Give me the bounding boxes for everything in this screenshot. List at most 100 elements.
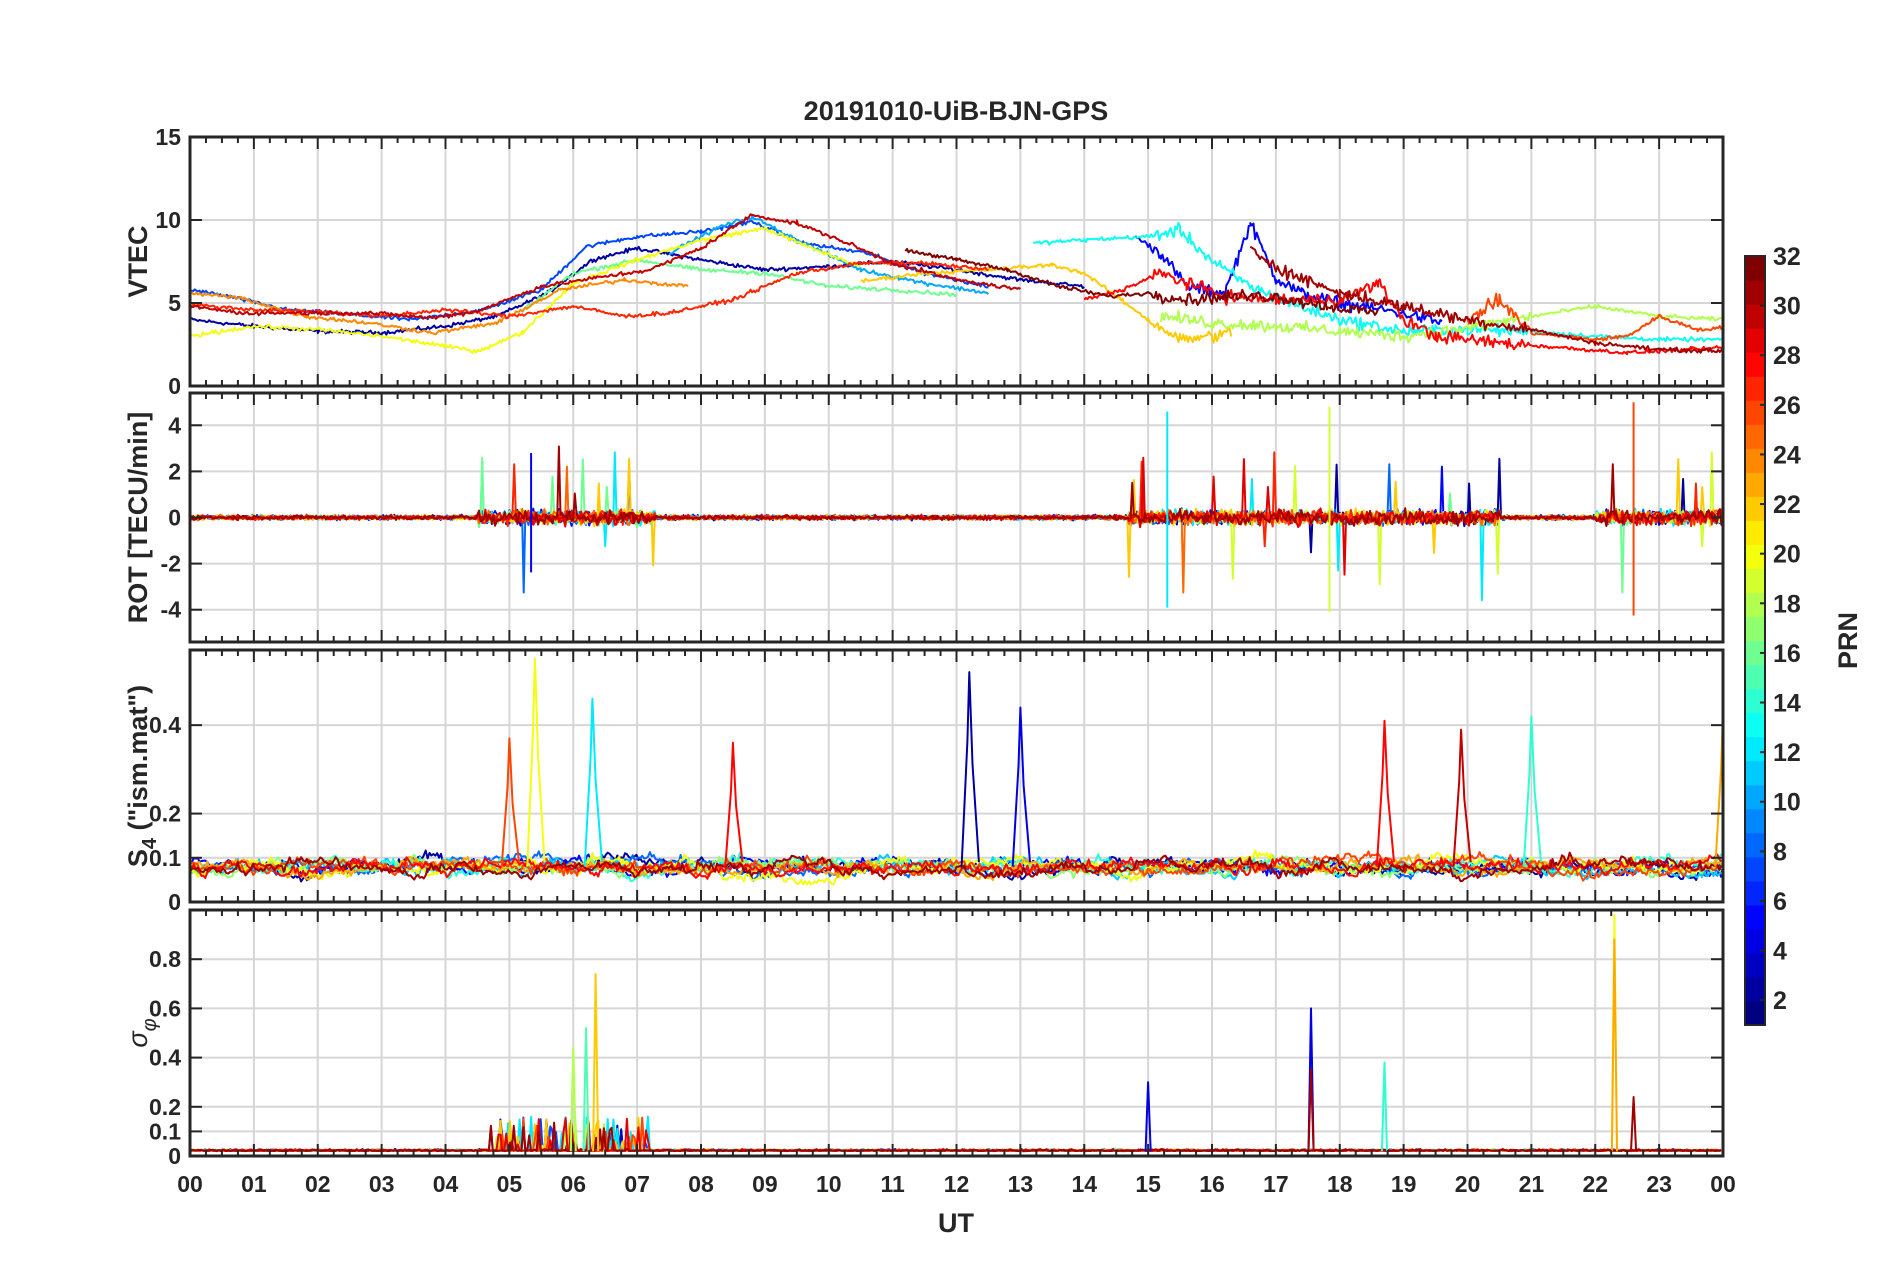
vtec-prn-13 <box>1032 221 1723 343</box>
colorbar-segment <box>1745 760 1765 786</box>
colorbar-segment <box>1745 712 1765 738</box>
colorbar-tick-label: 16 <box>1773 640 1801 668</box>
sigma-peak <box>569 1046 577 1152</box>
colorbar-segment <box>1745 784 1765 810</box>
sigma-peak <box>582 1027 590 1152</box>
y-tick-label: 0 <box>168 1143 181 1169</box>
sigma-peak <box>1610 938 1618 1152</box>
s4-peak <box>526 657 546 867</box>
s4-peak <box>1452 728 1472 867</box>
colorbar-segment <box>1745 424 1765 449</box>
x-tick-label: 16 <box>1199 1171 1225 1197</box>
panel-3: 00.10.20.4S4 ("ism.mat") <box>123 648 1725 915</box>
colorbar-tick-label: 12 <box>1773 739 1801 767</box>
y-axis-label: VTEC <box>123 225 153 297</box>
y-axis-label-sub: 4 <box>139 837 161 849</box>
s4-prn-26 <box>190 850 1722 882</box>
y-tick-label: 10 <box>155 207 181 233</box>
colorbar-segment <box>1745 856 1765 882</box>
x-tick-label: 00 <box>177 1171 203 1197</box>
vtec-prn-24 <box>190 276 689 336</box>
colorbar-segment <box>1745 328 1765 353</box>
vtec-prn-31 <box>1249 245 1723 354</box>
colorbar-segment <box>1745 832 1765 858</box>
sigma-peak <box>1144 1081 1152 1152</box>
colorbar-tick-label: 20 <box>1773 541 1801 569</box>
vtec-prn-2 <box>190 245 1085 337</box>
colorbar-box <box>1744 255 1766 1026</box>
rot-prn-31 <box>190 445 1723 527</box>
ticks <box>189 910 1724 1157</box>
vtec-prn-20 <box>190 226 862 354</box>
x-tick-label: 19 <box>1391 1171 1417 1197</box>
y-tick-label: 0 <box>168 373 181 399</box>
data-series <box>190 213 1723 356</box>
sigma-peak <box>1380 1061 1388 1152</box>
y-tick-label: -4 <box>161 597 182 623</box>
colorbar-segment <box>1745 568 1765 594</box>
x-tick-label: 17 <box>1263 1171 1289 1197</box>
x-tick-label: 10 <box>816 1171 842 1197</box>
s4-peak <box>1375 719 1395 867</box>
colorbar-segment <box>1745 1000 1765 1026</box>
y-tick-label: 15 <box>155 124 181 150</box>
colorbar-tick-label: 6 <box>1773 888 1787 916</box>
colorbar-tick-label: 8 <box>1773 838 1787 866</box>
colorbar-segment <box>1745 640 1765 666</box>
x-tick-label: 00 <box>1710 1171 1736 1197</box>
colorbar-tick-label: 32 <box>1773 243 1801 271</box>
y-tick-label: 0.4 <box>149 1045 181 1071</box>
x-tick-label: 23 <box>1646 1171 1672 1197</box>
colorbar-segment <box>1745 592 1765 618</box>
vtec-prn-16 <box>521 258 958 314</box>
s4-peak <box>724 741 744 867</box>
colorbar-segment <box>1745 880 1765 906</box>
x-tick-label: 02 <box>305 1171 331 1197</box>
x-tick-label: 08 <box>688 1171 714 1197</box>
colorbar-segment <box>1745 928 1765 954</box>
x-tick-label: 04 <box>433 1171 459 1197</box>
x-tick-label: 13 <box>1008 1171 1034 1197</box>
x-axis-label: UT <box>938 1208 974 1238</box>
colorbar-tick-label: 2 <box>1773 987 1787 1015</box>
colorbar-segment <box>1745 304 1765 329</box>
colorbar-segment <box>1745 976 1765 1002</box>
y-tick-label: 0.8 <box>149 946 181 972</box>
colorbar-segment <box>1745 496 1765 521</box>
colorbar-segment <box>1745 544 1765 570</box>
x-tick-label: 22 <box>1582 1171 1608 1197</box>
y-tick-label: 0.1 <box>149 1118 181 1144</box>
y-tick-label: 0.2 <box>149 1094 181 1120</box>
panel-1: 0 5 10 15 VTEC <box>123 124 1725 399</box>
x-tick-label: 03 <box>369 1171 395 1197</box>
y-axis-label-rest: ("ism.mat") <box>123 685 153 838</box>
x-tick-label: 05 <box>497 1171 523 1197</box>
s4-prn-28 <box>190 853 1722 880</box>
s4-peak <box>960 671 980 867</box>
ticks <box>189 650 1724 903</box>
y-tick-label: 0.4 <box>149 712 181 738</box>
colorbar-segment <box>1745 256 1765 281</box>
vtec-prn-32 <box>904 247 1380 316</box>
s4-peak <box>583 697 603 867</box>
colorbar-tick-label: 18 <box>1773 590 1801 618</box>
ticks <box>189 136 1724 387</box>
colorbar-segment <box>1745 376 1765 401</box>
x-tick-label: 18 <box>1327 1171 1353 1197</box>
y-tick-label: 0 <box>168 889 181 915</box>
colorbar-segment <box>1745 520 1765 545</box>
colorbar-segment <box>1745 952 1765 978</box>
y-axis-label: ROT [TECU/min] <box>123 412 153 623</box>
x-tick-label: 12 <box>944 1171 970 1197</box>
colorbar-segment <box>1745 448 1765 473</box>
colorbar-segment <box>1745 904 1765 930</box>
x-tick-label: 14 <box>1071 1171 1097 1197</box>
x-tick-label: 21 <box>1519 1171 1545 1197</box>
s4-peak <box>1714 710 1723 867</box>
vtec-prn-28 <box>1083 268 1723 356</box>
data-series <box>190 657 1723 886</box>
colorbar-segment <box>1745 400 1765 425</box>
y-axis-label-sub: φ <box>139 1018 161 1031</box>
